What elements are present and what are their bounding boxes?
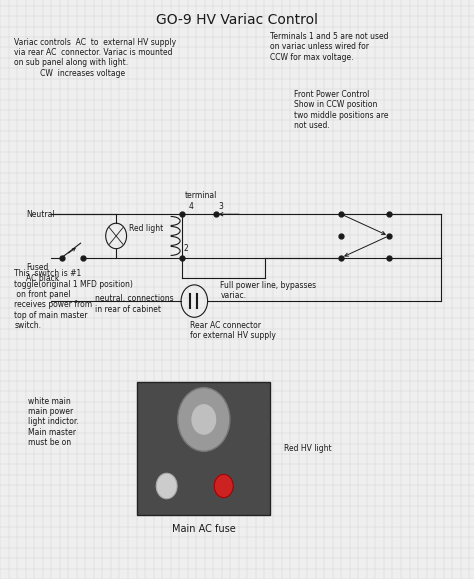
- Text: Fused
AC black: Fused AC black: [26, 263, 59, 283]
- Circle shape: [156, 473, 177, 499]
- Circle shape: [178, 387, 230, 451]
- Text: neutral, connections
in rear of cabinet: neutral, connections in rear of cabinet: [95, 294, 173, 314]
- Text: 3: 3: [218, 202, 223, 211]
- Text: This  switch is #1
toggle(original 1 MFD position)
 on front panel
receives powe: This switch is #1 toggle(original 1 MFD …: [14, 269, 133, 330]
- Text: Red HV light: Red HV light: [284, 444, 332, 453]
- Text: Front Power Control
Show in CCW position
two middle positions are
not used.: Front Power Control Show in CCW position…: [294, 90, 388, 130]
- Text: Rear AC connector
for external HV supply: Rear AC connector for external HV supply: [190, 321, 275, 340]
- Text: Red light: Red light: [129, 225, 164, 233]
- FancyBboxPatch shape: [137, 382, 270, 515]
- Text: 2: 2: [184, 244, 189, 253]
- Text: GO-9 HV Variac Control: GO-9 HV Variac Control: [156, 13, 318, 27]
- Text: terminal: terminal: [185, 190, 217, 200]
- Circle shape: [191, 404, 217, 435]
- Text: Main AC fuse: Main AC fuse: [172, 524, 236, 534]
- Text: Neutral: Neutral: [26, 210, 55, 219]
- Text: Variac controls  AC  to  external HV supply
via rear AC  connector. Variac is mo: Variac controls AC to external HV supply…: [14, 38, 176, 78]
- Circle shape: [214, 474, 233, 497]
- Text: Terminals 1 and 5 are not used
on variac unless wired for
CCW for max voltage.: Terminals 1 and 5 are not used on variac…: [270, 32, 389, 61]
- Text: Full power line, bypasses
variac.: Full power line, bypasses variac.: [220, 281, 317, 301]
- Text: white main
main power
light indictor.
Main master
must be on: white main main power light indictor. Ma…: [28, 397, 79, 447]
- Text: 4: 4: [188, 202, 193, 211]
